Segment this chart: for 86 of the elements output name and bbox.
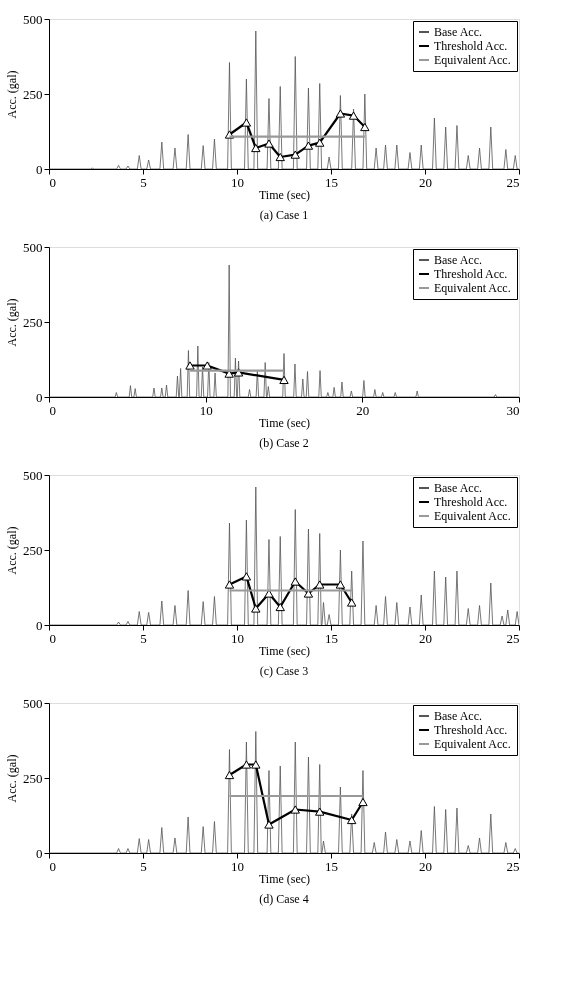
x-tick-label: 15	[325, 630, 338, 646]
point	[315, 807, 325, 816]
y-axis-title: Acc. (gal)	[5, 526, 19, 575]
x-tick-label: 0	[49, 174, 56, 190]
x-tick-label: 25	[506, 630, 520, 646]
text: (a) Case 1	[259, 208, 309, 222]
point	[251, 760, 261, 769]
x-tick-label: 5	[140, 630, 147, 646]
x-tick-label: 10	[199, 402, 213, 418]
legend-label: Threshold Acc.	[434, 39, 508, 53]
point	[275, 602, 285, 612]
x-tick-label: 10	[231, 174, 244, 190]
x-tick-label: 0	[49, 630, 56, 646]
point	[348, 111, 359, 120]
point	[290, 805, 300, 814]
x-tick-label: 10	[231, 630, 244, 646]
y-tick-label: 250	[23, 770, 43, 786]
x-tick-label: 25	[506, 858, 520, 874]
point	[347, 598, 357, 607]
x-axis-title: Time (sec)	[258, 187, 311, 202]
x-tick-label: 0	[49, 402, 56, 418]
legend-label: Base Acc.	[434, 709, 482, 723]
point	[251, 143, 261, 153]
y-tick-label: 500	[23, 695, 43, 711]
x-tick-label: 20	[419, 174, 432, 190]
point	[335, 580, 346, 589]
text: (b) Case 2	[259, 436, 309, 450]
text: (d) Case 4	[259, 892, 309, 906]
y-tick-label: 250	[23, 542, 43, 558]
y-axis-title: Acc. (gal)	[5, 298, 19, 347]
x-tick-label: 20	[356, 402, 370, 418]
x-tick-label: 15	[325, 174, 338, 190]
point	[303, 141, 314, 150]
x-tick-label: 5	[140, 858, 147, 874]
legend-label: Threshold Acc.	[434, 723, 508, 737]
x-tick-label: 20	[419, 630, 432, 646]
point	[224, 580, 235, 589]
legend-label: Equivalent Acc.	[434, 281, 511, 295]
legend-label: Equivalent Acc.	[434, 53, 511, 67]
point	[275, 152, 285, 162]
y-tick-label: 500	[23, 467, 43, 483]
x-tick-label: 25	[506, 174, 520, 190]
y-tick-label: 0	[36, 617, 43, 633]
point	[315, 138, 325, 147]
point	[315, 580, 325, 589]
point	[241, 118, 252, 127]
x-tick-label: 20	[419, 858, 432, 874]
point	[264, 820, 274, 829]
y-tick-label: 500	[23, 239, 43, 255]
point	[360, 122, 370, 132]
legend-label: Base Acc.	[434, 253, 482, 267]
point	[251, 604, 261, 613]
text: (c) Case 3	[259, 664, 309, 678]
x-axis-title: Time (sec)	[258, 643, 311, 658]
y-tick-label: 0	[36, 845, 43, 861]
point	[264, 589, 274, 598]
point	[358, 797, 368, 807]
point	[335, 109, 346, 118]
point	[347, 815, 357, 825]
legend-label: Equivalent Acc.	[434, 509, 511, 523]
x-tick-label: 15	[325, 858, 338, 874]
legend-label: Equivalent Acc.	[434, 737, 511, 751]
point	[264, 139, 274, 148]
x-tick-label: 0	[49, 858, 56, 874]
y-tick-label: 0	[36, 389, 43, 405]
legend-label: Base Acc.	[434, 25, 482, 39]
y-axis-title: Acc. (gal)	[5, 70, 19, 119]
legend-label: Threshold Acc.	[434, 267, 508, 281]
x-axis-title: Time (sec)	[258, 415, 311, 430]
y-tick-label: 0	[36, 161, 43, 177]
x-axis-title: Time (sec)	[258, 871, 311, 886]
point	[241, 760, 252, 769]
x-tick-label: 10	[231, 858, 244, 874]
legend-label: Base Acc.	[434, 481, 482, 495]
point	[290, 577, 300, 586]
point	[241, 572, 252, 581]
y-tick-label: 250	[23, 314, 43, 330]
point	[224, 770, 235, 780]
legend-label: Threshold Acc.	[434, 495, 508, 509]
x-tick-label: 30	[506, 402, 520, 418]
y-tick-label: 500	[23, 11, 43, 27]
x-tick-label: 5	[140, 174, 147, 190]
y-axis-title: Acc. (gal)	[5, 754, 19, 803]
point	[290, 150, 300, 159]
point	[303, 589, 314, 598]
y-tick-label: 250	[23, 86, 43, 102]
